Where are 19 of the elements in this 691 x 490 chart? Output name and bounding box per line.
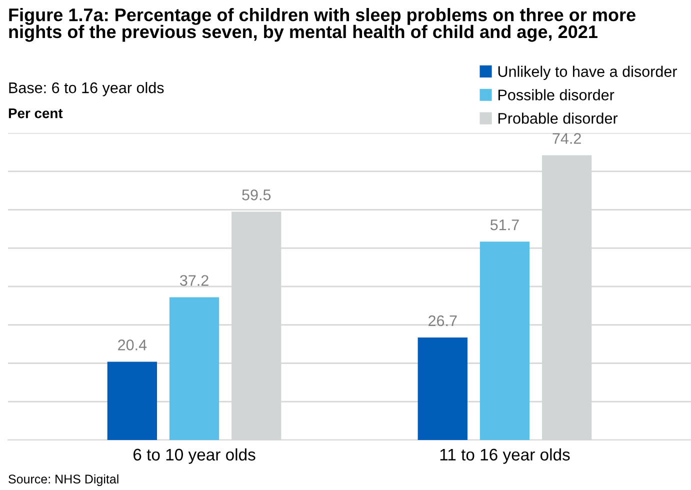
data-label: 74.2 <box>552 133 581 144</box>
x-tick-label: 6 to 10 year olds <box>134 448 256 464</box>
source-note: Source: NHS Digital <box>8 474 118 486</box>
legend-label: Possible disorder <box>498 89 614 100</box>
data-label: 59.5 <box>242 189 271 200</box>
legend-label: Unlikely to have a disorder <box>498 66 678 80</box>
bar <box>418 338 468 440</box>
legend-label: Probable disorder <box>498 112 618 124</box>
data-label: 20.4 <box>118 340 147 350</box>
data-label: 26.7 <box>428 315 457 326</box>
data-label: 37.2 <box>180 275 208 286</box>
x-tick-label: 11 to 16 year olds <box>440 448 570 464</box>
chart-subtitle: Base: 6 to 16 year olds <box>9 82 164 96</box>
y-axis-title: Per cent <box>8 108 63 118</box>
bar <box>480 242 530 440</box>
bar <box>169 297 220 440</box>
bar <box>107 362 158 440</box>
chart-title: Figure 1.7a: Percentage of children with sleep problems on three or more nights of the previous seven, by mental health of child and age, 2021 <box>9 8 636 42</box>
data-label: 51.7 <box>490 220 519 230</box>
